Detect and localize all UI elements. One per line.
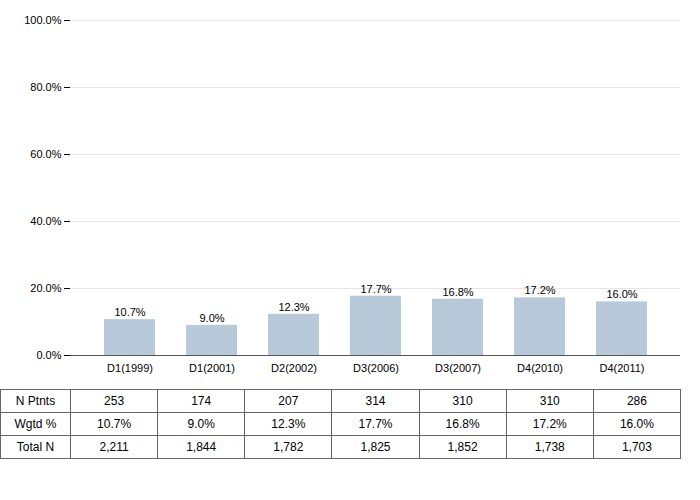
svg-text:17.2%: 17.2% (524, 284, 555, 296)
html-text:16.0%: 16.0% (619, 417, 654, 431)
html-text:17.2%: 17.2% (532, 417, 567, 431)
html-text:2,211: 2,211 (99, 440, 129, 454)
html-text:253: 253 (104, 394, 125, 408)
svg-text:D3(2007): D3(2007) (435, 362, 481, 374)
html-text:1,703: 1,703 (621, 440, 652, 454)
svg-text:0.0%: 0.0% (36, 349, 61, 361)
html-text:10.7%: 10.7% (97, 417, 132, 431)
html-text:1,825: 1,825 (360, 440, 391, 454)
html-text:17.7%: 17.7% (358, 417, 393, 431)
svg-text:16.8%: 16.8% (442, 286, 473, 298)
html-text:207: 207 (278, 394, 299, 408)
html-text:16.8%: 16.8% (445, 417, 480, 431)
html-text:310: 310 (539, 394, 560, 408)
html-text:314: 314 (365, 394, 386, 408)
svg-text:40.0%: 40.0% (30, 215, 61, 227)
html-text:12.3%: 12.3% (271, 417, 306, 431)
svg-text:D4(2010): D4(2010) (517, 362, 563, 374)
html-text:Wgtd %: Wgtd % (14, 417, 57, 431)
svg-text:D3(2006): D3(2006) (353, 362, 399, 374)
svg-text:12.3%: 12.3% (278, 301, 309, 313)
svg-text:D2(2002): D2(2002) (271, 362, 317, 374)
svg-text:17.7%: 17.7% (360, 283, 391, 295)
svg-text:60.0%: 60.0% (30, 148, 61, 160)
html-text:310: 310 (452, 394, 473, 408)
svg-text:10.7%: 10.7% (114, 306, 145, 318)
svg-text:D4(2011): D4(2011) (599, 362, 644, 374)
svg-text:16.0%: 16.0% (606, 288, 637, 300)
html-text:Total N: Total N (16, 440, 55, 454)
html-text:1,782: 1,782 (273, 440, 304, 454)
html-text:9.0%: 9.0% (187, 417, 215, 431)
html-text:1,844: 1,844 (186, 440, 217, 454)
html-text:1,852: 1,852 (447, 440, 478, 454)
svg-text:80.0%: 80.0% (30, 81, 61, 93)
html-text:174: 174 (191, 394, 212, 408)
html-text:286: 286 (626, 394, 647, 408)
svg-text:9.0%: 9.0% (199, 312, 224, 324)
html-text:1,738: 1,738 (534, 440, 565, 454)
svg-text:20.0%: 20.0% (30, 282, 61, 294)
svg-text:D1(2001): D1(2001) (189, 362, 235, 374)
svg-text:D1(1999): D1(1999) (107, 362, 153, 374)
html-text:N Ptnts: N Ptnts (15, 394, 56, 408)
svg-text:100.0%: 100.0% (24, 14, 62, 26)
